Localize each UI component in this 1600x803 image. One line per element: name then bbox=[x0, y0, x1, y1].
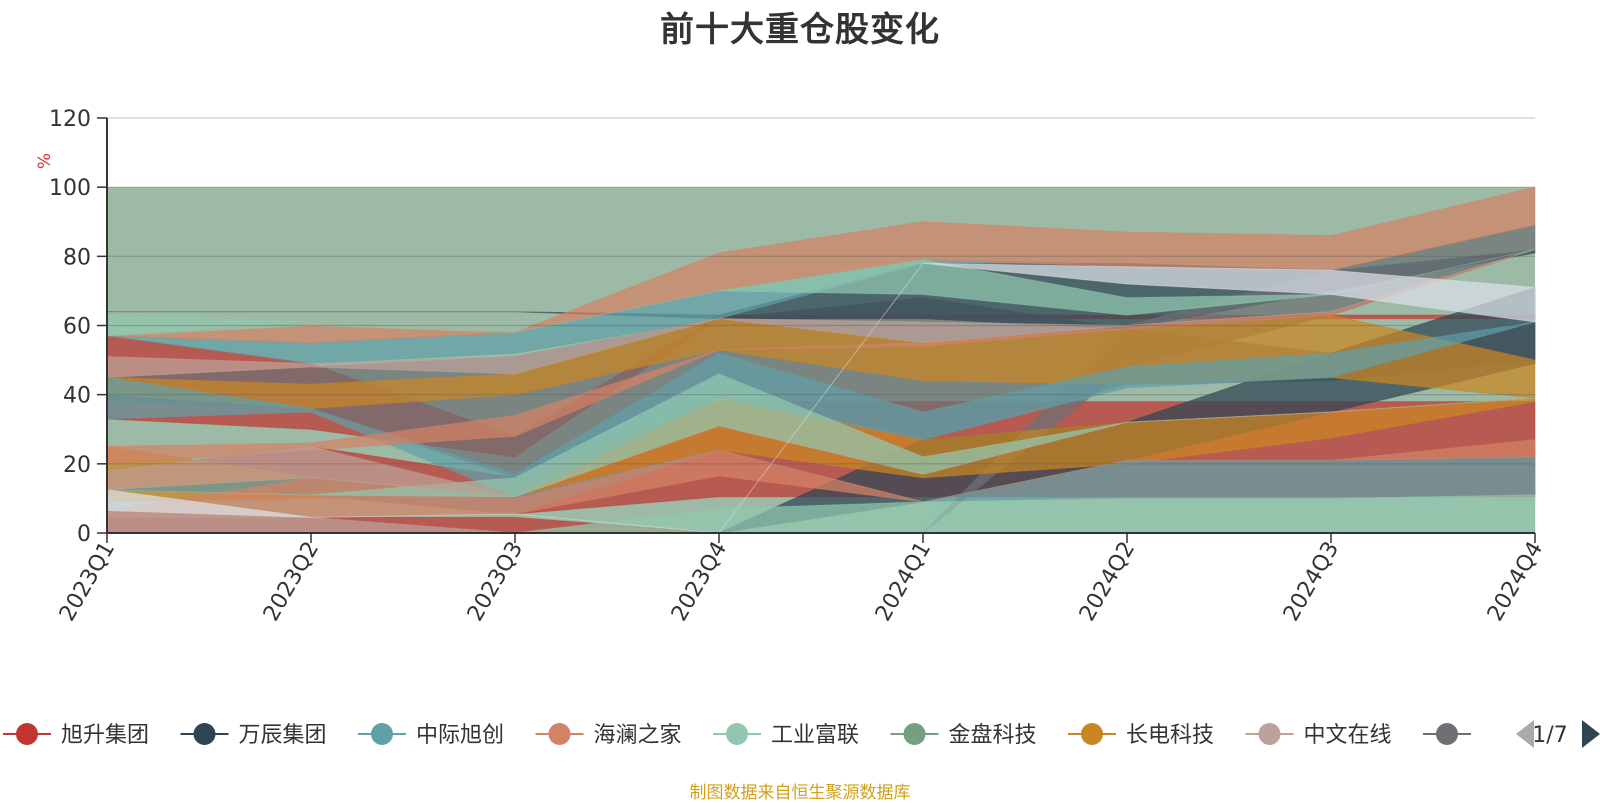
legend: 旭升集团 万辰集团 中际旭创 海澜之家 工业富联 金盘科技 长电科技 中文在线 1/7 bbox=[3, 720, 1600, 748]
legend-item[interactable]: 中文在线 bbox=[1246, 723, 1392, 748]
legend-page-indicator: 1/7 bbox=[1532, 723, 1567, 748]
legend-next-page-icon[interactable] bbox=[1582, 720, 1600, 748]
legend-item[interactable]: 旭升集团 bbox=[3, 723, 149, 748]
legend-marker bbox=[16, 723, 38, 745]
y-tick-label: 100 bbox=[49, 176, 91, 201]
legend-item-label: 万辰集团 bbox=[239, 723, 327, 748]
legend-item[interactable]: 海澜之家 bbox=[536, 723, 682, 748]
source-note: 制图数据来自恒生聚源数据库 bbox=[0, 778, 1600, 803]
legend-marker bbox=[1259, 723, 1281, 745]
legend-marker bbox=[549, 723, 571, 745]
legend-marker bbox=[904, 723, 926, 745]
legend-item[interactable]: 工业富联 bbox=[713, 723, 859, 748]
legend-item[interactable]: 万辰集团 bbox=[181, 723, 327, 748]
x-tick-label: 2024Q4 bbox=[1483, 538, 1548, 626]
legend-item-label: 金盘科技 bbox=[949, 723, 1037, 748]
y-tick-label: 80 bbox=[63, 245, 91, 270]
x-tick-label: 2023Q2 bbox=[259, 538, 324, 626]
y-tick-label: 0 bbox=[77, 522, 91, 547]
y-tick-label: 20 bbox=[63, 453, 91, 478]
legend-marker bbox=[726, 723, 748, 745]
legend-item-label: 旭升集团 bbox=[61, 723, 149, 748]
legend-item[interactable]: 长电科技 bbox=[1068, 723, 1214, 748]
legend-item-label: 海澜之家 bbox=[594, 723, 682, 748]
legend-marker bbox=[194, 723, 216, 745]
legend-item-label: 长电科技 bbox=[1126, 723, 1214, 748]
x-tick-label: 2023Q1 bbox=[55, 538, 120, 626]
y-tick-label: 120 bbox=[49, 107, 91, 132]
legend-item-label: 中际旭创 bbox=[416, 723, 504, 748]
legend-item-label: 工业富联 bbox=[771, 723, 859, 748]
y-tick-label: 40 bbox=[63, 384, 91, 409]
x-tick-label: 2024Q3 bbox=[1279, 538, 1344, 626]
legend-prev-page-icon[interactable] bbox=[1516, 720, 1534, 748]
x-tick-label: 2023Q4 bbox=[667, 538, 732, 626]
legend-item[interactable]: 中际旭创 bbox=[358, 723, 504, 748]
legend-item[interactable]: 金盘科技 bbox=[891, 723, 1037, 748]
x-tick-label: 2023Q3 bbox=[463, 538, 528, 626]
legend-marker bbox=[371, 723, 393, 745]
legend-item[interactable] bbox=[1423, 723, 1471, 745]
x-tick-label: 2024Q2 bbox=[1075, 538, 1140, 626]
legend-marker bbox=[1436, 723, 1458, 745]
y-axis-label: % bbox=[35, 153, 55, 169]
y-tick-label: 60 bbox=[63, 315, 91, 340]
legend-item-label: 中文在线 bbox=[1304, 723, 1392, 748]
x-tick-label: 2024Q1 bbox=[871, 538, 936, 626]
legend-marker bbox=[1081, 723, 1103, 745]
